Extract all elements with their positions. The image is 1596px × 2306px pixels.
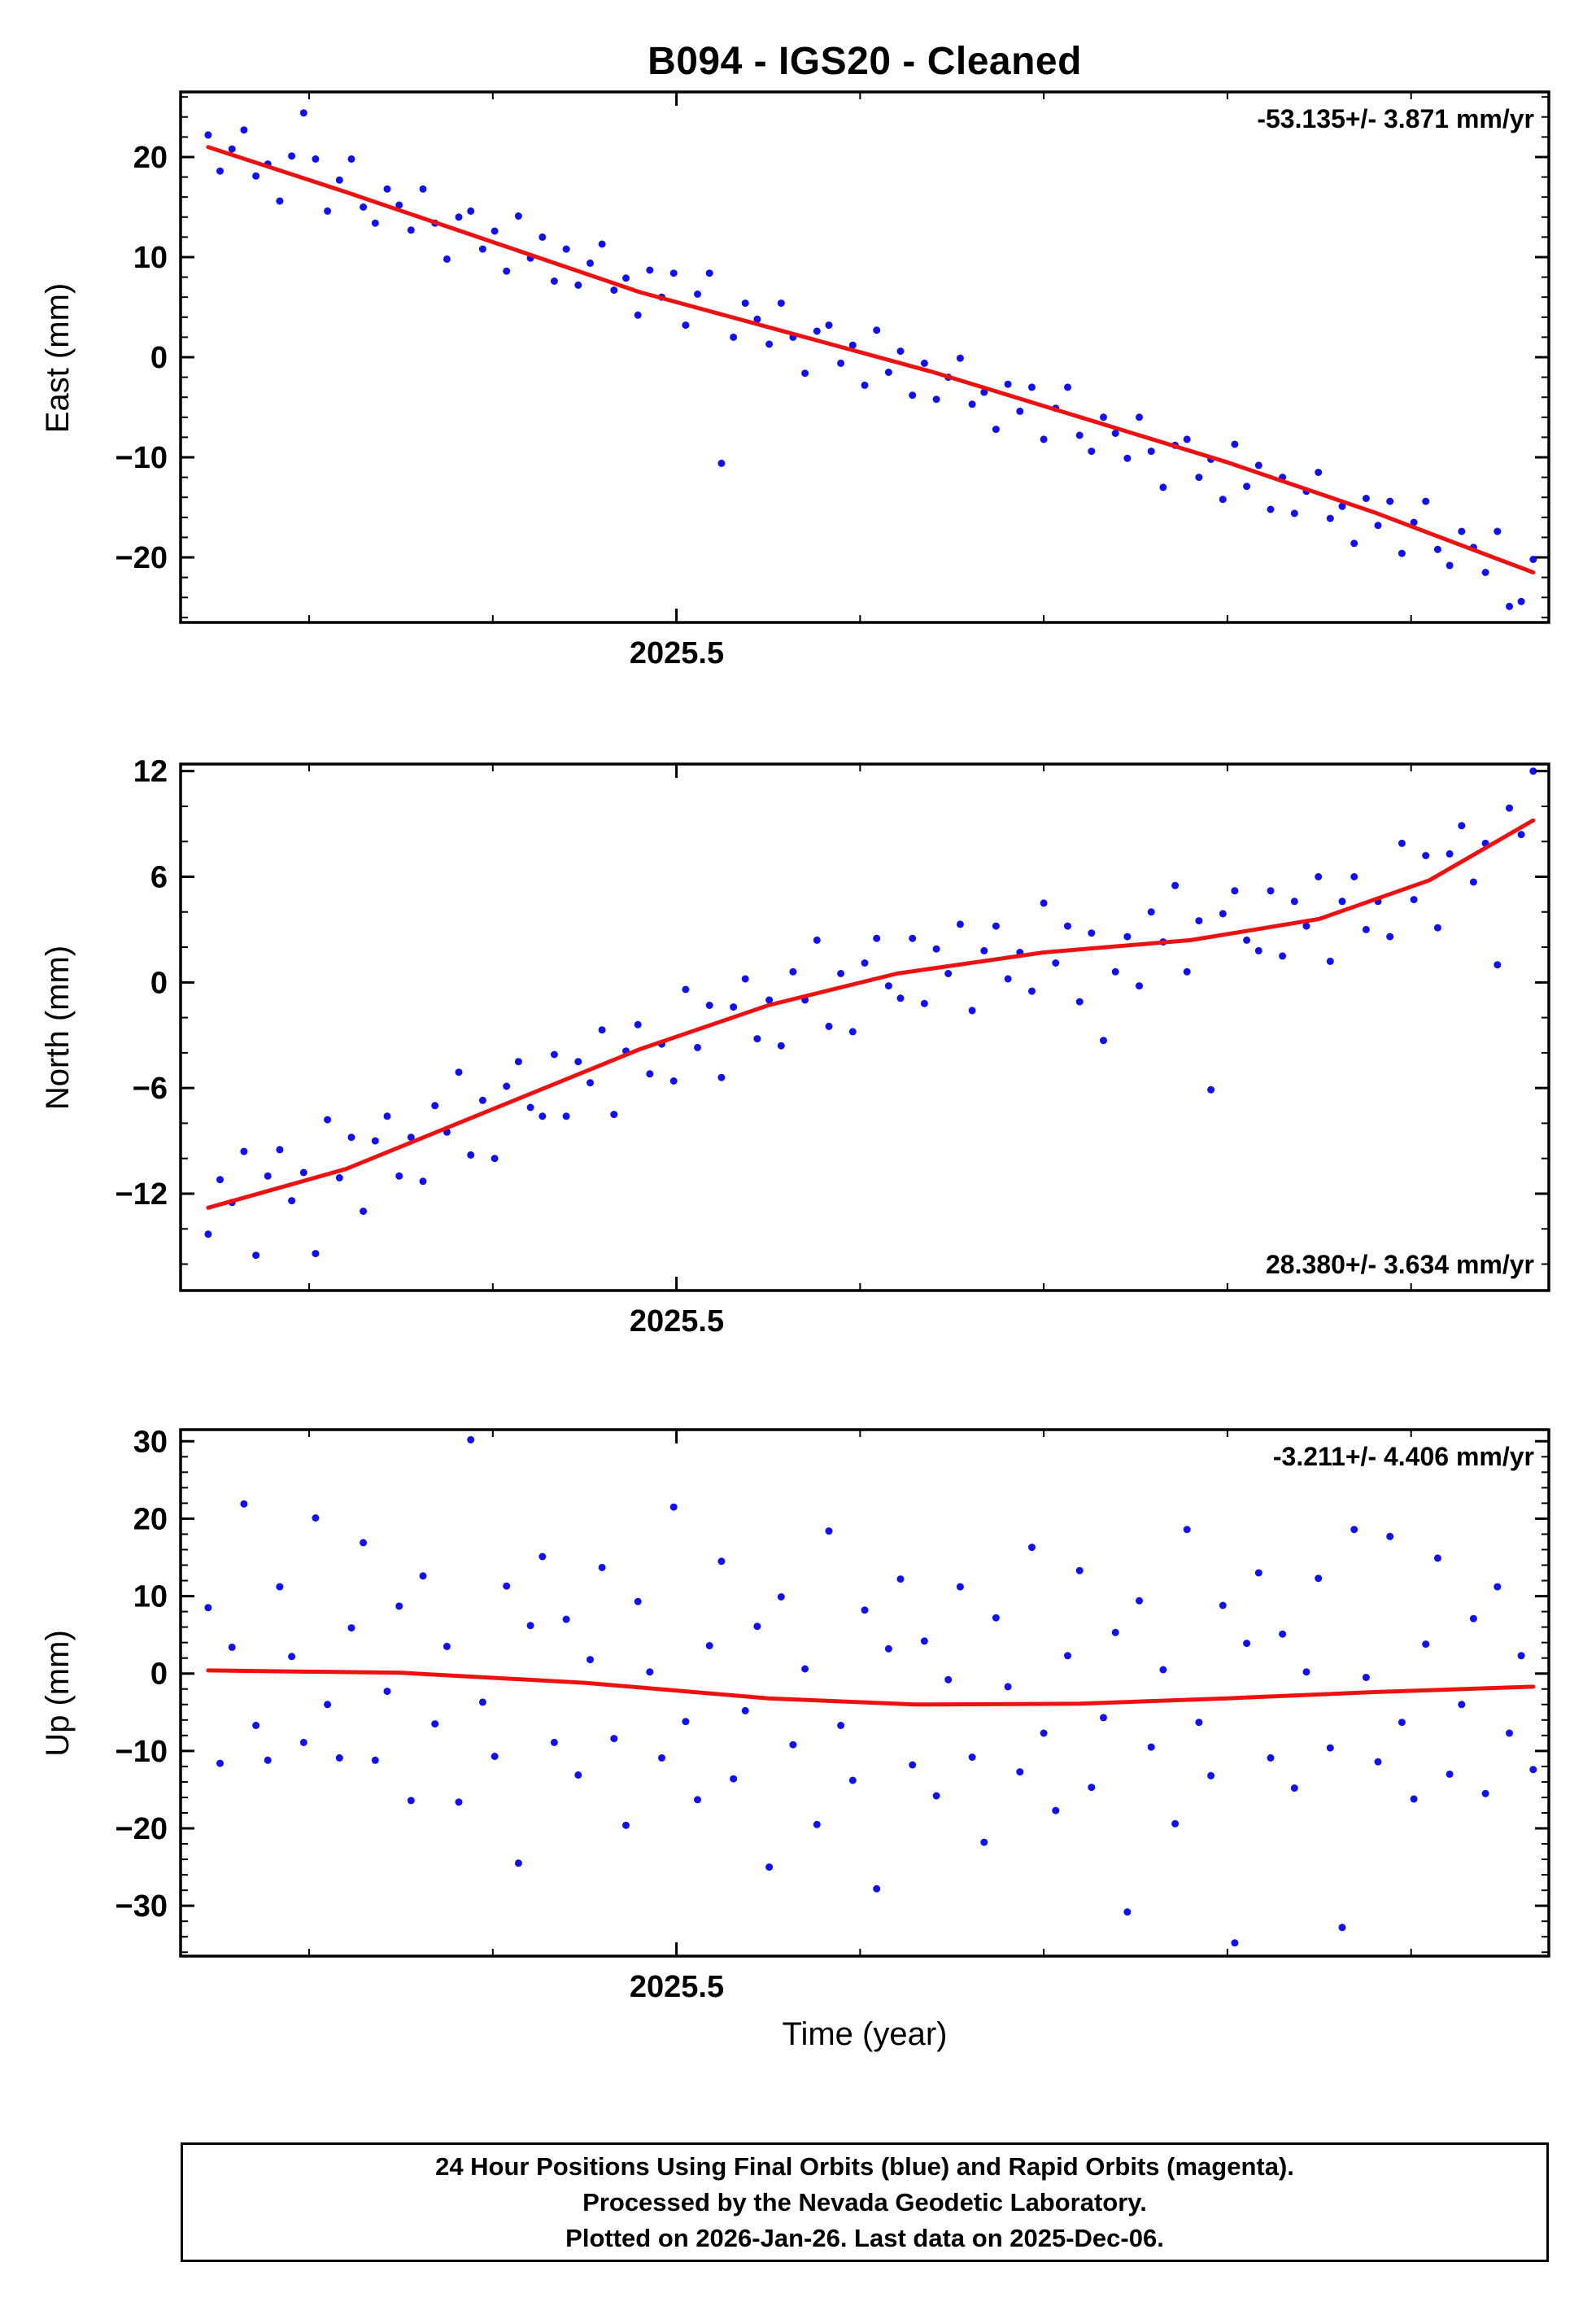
svg-text:0: 0	[150, 341, 168, 375]
svg-text:20: 20	[133, 1502, 168, 1536]
up-panel: −30 −20 −10 0 10 20 30	[116, 1425, 1550, 1958]
caption-line-2: Processed by the Nevada Geodetic Laborat…	[582, 2187, 1147, 2216]
north-rate-annotation: 28.380+/- 3.634 mm/yr	[1265, 1250, 1534, 1279]
svg-text:12: 12	[133, 755, 168, 789]
xaxis-title: Time (year)	[782, 2016, 948, 2052]
svg-text:20: 20	[133, 141, 168, 175]
svg-text:−20: −20	[116, 541, 168, 575]
up-axis-label: Up (mm)	[40, 1630, 76, 1757]
east-plot-svg: −20 −10 0 10 20	[116, 90, 1550, 624]
svg-text:−20: −20	[116, 1812, 168, 1846]
caption-box: 24 Hour Positions Using Final Orbits (bl…	[181, 2142, 1549, 2262]
north-axis-label: North (mm)	[40, 945, 76, 1111]
up-xtick-label: 2025.5	[629, 1970, 725, 2004]
plot-title: B094 - IGS20 - Cleaned	[648, 40, 1082, 83]
svg-text:−12: −12	[116, 1177, 168, 1212]
svg-text:−30: −30	[116, 1889, 168, 1924]
east-rate-annotation: -53.135+/- 3.871 mm/yr	[1257, 104, 1534, 133]
svg-text:30: 30	[133, 1425, 168, 1459]
east-panel: −20 −10 0 10 20	[116, 90, 1550, 624]
svg-text:10: 10	[133, 241, 168, 275]
svg-text:6: 6	[150, 860, 168, 894]
svg-text:−10: −10	[116, 1735, 168, 1769]
svg-text:−10: −10	[116, 441, 168, 475]
caption-line-3: Plotted on 2026-Jan-26. Last data on 202…	[565, 2223, 1164, 2252]
svg-text:−6: −6	[133, 1072, 168, 1106]
up-plot-svg: −30 −20 −10 0 10 20 30	[116, 1425, 1550, 1958]
svg-text:10: 10	[133, 1580, 168, 1614]
north-panel: −12 −6 0 6 12	[116, 755, 1550, 1292]
east-axis-label: East (mm)	[40, 282, 76, 434]
north-xtick-label: 2025.5	[629, 1304, 725, 1339]
caption-line-1: 24 Hour Positions Using Final Orbits (bl…	[435, 2151, 1294, 2181]
up-rate-annotation: -3.211+/- 4.406 mm/yr	[1272, 1442, 1534, 1471]
svg-text:0: 0	[150, 966, 168, 1000]
north-plot-svg: −12 −6 0 6 12	[116, 755, 1550, 1292]
svg-text:0: 0	[150, 1657, 168, 1692]
east-xtick-label: 2025.5	[629, 636, 725, 670]
